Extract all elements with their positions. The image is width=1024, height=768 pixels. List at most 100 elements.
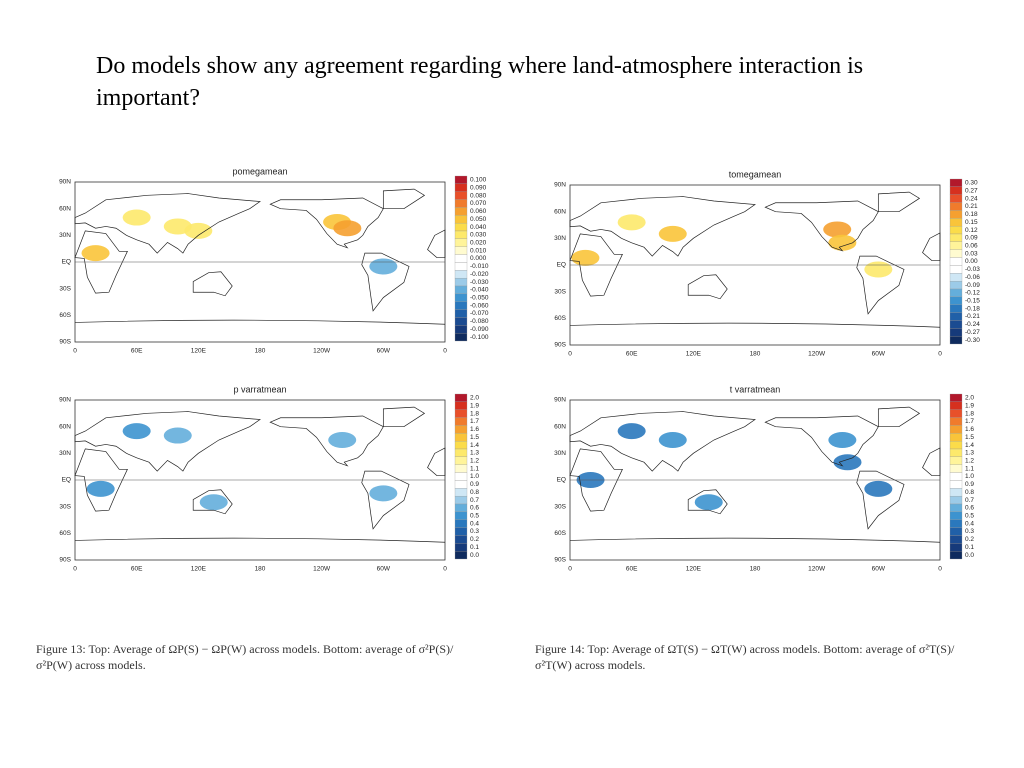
coastline (192, 489, 233, 515)
lon-label: 120W (808, 351, 826, 358)
colorbar-label: 0.2 (470, 536, 479, 543)
colorbar-swatch (949, 393, 963, 403)
colorbar-label: 0.5 (965, 513, 974, 520)
colorbar-label: 1.4 (470, 442, 479, 449)
coastline (361, 252, 410, 312)
colorbar-swatch (454, 417, 468, 426)
colorbar-swatch (949, 440, 963, 450)
colorbar-label: -0.06 (965, 274, 980, 281)
colorbar-label: -0.090 (470, 326, 489, 333)
lon-label: 180 (255, 348, 266, 355)
colorbar-swatch (949, 320, 963, 329)
colorbar-label: 0.000 (470, 255, 487, 262)
lat-label: 60N (554, 208, 566, 215)
lon-label: 0 (443, 348, 447, 355)
lat-label: 30S (554, 503, 566, 510)
colorbar-swatch (949, 511, 963, 520)
coastline (877, 406, 921, 428)
colorbar-swatch (949, 464, 963, 473)
colorbar-label: 1.1 (965, 465, 974, 472)
coastline (569, 448, 623, 512)
lat-label: 90N (59, 397, 71, 404)
field-patch (122, 209, 151, 226)
lon-label: 60E (131, 566, 143, 573)
colorbar-label: -0.040 (470, 287, 489, 294)
colorbar-label: 0.1 (470, 544, 479, 551)
coastline (856, 470, 905, 530)
field-patch (333, 220, 362, 237)
colorbar-label: 0.09 (965, 235, 978, 242)
coastline (361, 470, 410, 530)
colorbar-swatch (949, 448, 963, 458)
coastline (569, 233, 623, 297)
colorbar-label: 0.4 (470, 520, 479, 527)
lat-label: 30N (554, 450, 566, 457)
colorbar-swatch (949, 241, 963, 250)
figure-caption: Figure 13: Top: Average of ΩP(S) − ΩP(W)… (36, 642, 454, 672)
colorbar-swatch (454, 401, 468, 410)
colorbar-label: 0.6 (470, 505, 479, 512)
colorbar-label: 0.0 (965, 552, 974, 559)
map-title: t varratmean (730, 384, 781, 394)
colorbar-swatch (949, 304, 963, 313)
colorbar-swatch (949, 543, 963, 552)
lon-label: 0 (443, 566, 447, 573)
colorbar-swatch (454, 464, 468, 473)
lat-label: 90N (554, 182, 566, 189)
lon-label: 0 (938, 351, 942, 358)
coastline (922, 232, 941, 261)
colorbar-swatch (949, 550, 963, 560)
colorbar-swatch (454, 207, 468, 216)
field-patch (617, 214, 646, 231)
colorbar-swatch (454, 238, 468, 247)
lat-label: 60N (59, 423, 71, 430)
map-title: p varratmean (233, 384, 286, 394)
lat-label: 60S (59, 312, 71, 319)
colorbar-swatch (454, 317, 468, 326)
slide-title: Do models show any agreement regarding w… (96, 53, 864, 111)
colorbar-swatch (949, 178, 963, 188)
colorbar-label: 0.18 (965, 211, 978, 218)
colorbar-label: -0.010 (470, 263, 489, 270)
colorbar-label: 1.4 (965, 442, 974, 449)
colorbar-swatch (949, 409, 963, 418)
lon-label: 0 (73, 566, 77, 573)
colorbar-label: 0.6 (965, 505, 974, 512)
colorbar-swatch (949, 233, 963, 243)
colorbar-swatch (949, 218, 963, 227)
colorbar-swatch (454, 503, 468, 513)
lon-label: 60E (626, 351, 638, 358)
lon-label: 120W (808, 566, 826, 573)
colorbar-label: 0.7 (965, 497, 974, 504)
colorbar-label: 0.21 (965, 203, 978, 210)
coastline (382, 188, 426, 210)
colorbar-label: 0.040 (470, 224, 487, 231)
colorbar-label: 0.060 (470, 208, 487, 215)
colorbar-swatch (949, 249, 963, 258)
colorbar-swatch (454, 543, 468, 552)
colorbar-swatch (454, 183, 468, 192)
colorbar-swatch (454, 293, 468, 302)
colorbar-swatch (949, 472, 963, 481)
colorbar-label: 0.2 (965, 536, 974, 543)
colorbar-label: 0.8 (965, 489, 974, 496)
colorbar-swatch (454, 472, 468, 481)
colorbar-swatch (949, 194, 963, 203)
coastline (269, 197, 384, 249)
colorbar-swatch (949, 335, 963, 345)
colorbar-swatch (949, 456, 963, 465)
field-patch (823, 221, 852, 238)
lat-label: 90N (554, 397, 566, 404)
colorbar-swatch (949, 495, 963, 505)
colorbar-label: 0.24 (965, 195, 978, 202)
colorbar-label: 1.6 (470, 426, 479, 433)
colorbar-label: 1.3 (965, 450, 974, 457)
colorbar-swatch (454, 222, 468, 232)
lat-label: 60S (59, 530, 71, 537)
field-patch (864, 480, 893, 497)
colorbar-swatch (949, 273, 963, 282)
colorbar-label: 1.7 (965, 418, 974, 425)
field-patch (864, 261, 893, 278)
field-patch (199, 494, 228, 511)
